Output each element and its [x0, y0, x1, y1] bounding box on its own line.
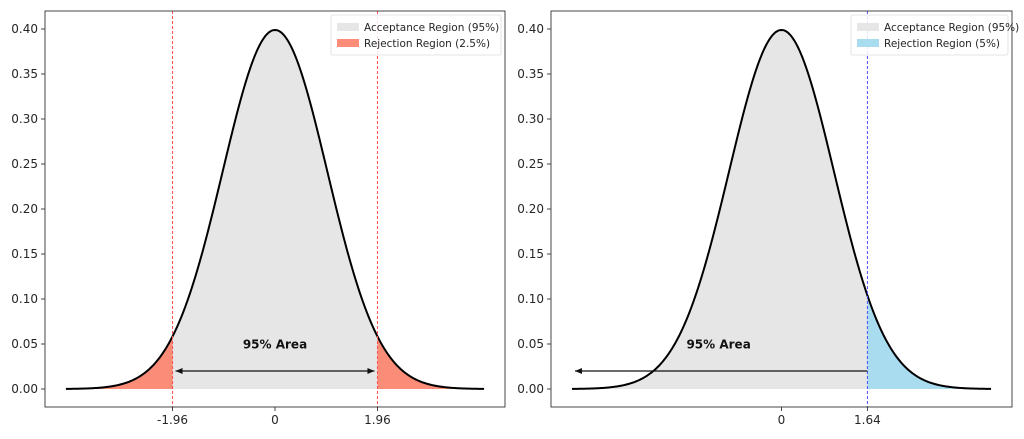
rejection-region-area-0 [867, 295, 992, 389]
arrowhead-icon [367, 368, 375, 374]
y-tick-label: 0.20 [517, 202, 544, 216]
left-chart-two-tailed: 95% Area 0.00 0.05 0.10 0.15 0.20 0.25 0.30 0.35… [11, 10, 506, 427]
right-chart-one-tailed: 95% Area 0.00 0.05 0.10 0.15 0.20 0.25 0.30 0.35… [517, 10, 1019, 427]
y-tick-label: 0.35 [11, 67, 38, 81]
legend-swatch [337, 23, 359, 31]
x-tick-label: 0 [778, 413, 786, 427]
legend-swatch [337, 39, 359, 47]
arrowhead-icon [574, 368, 582, 374]
y-tick-label: 0.40 [517, 22, 544, 36]
y-tick-label: 0.15 [11, 247, 38, 261]
pdf-curve [65, 28, 485, 390]
x-tick-label: 0 [271, 413, 279, 427]
legend-label: Acceptance Region (95%) [364, 22, 499, 34]
legend-label: Rejection Region (2.5%) [364, 38, 490, 50]
legend-label: Rejection Region (5%) [884, 38, 1000, 50]
y-tick-label: 0.30 [11, 112, 38, 126]
legend-swatch [857, 39, 879, 47]
y-tick-label: 0.40 [11, 22, 38, 36]
rejection-region-area-1 [377, 336, 485, 389]
x-tick-label: 1.64 [854, 413, 881, 427]
y-tick-label: 0.10 [11, 292, 38, 306]
x-tick-label: -1.96 [157, 413, 188, 427]
x-tick-label: 1.96 [364, 413, 391, 427]
legend: Acceptance Region (95%) Rejection Region … [850, 14, 1019, 56]
legend-box [850, 14, 1009, 56]
y-tick-label: 0.25 [11, 157, 38, 171]
y-tick-label: 0.05 [517, 337, 544, 351]
legend-swatch [857, 23, 879, 31]
legend-label: Acceptance Region (95%) [884, 22, 1019, 34]
y-tick-label: 0.05 [11, 337, 38, 351]
y-tick-label: 0.30 [517, 112, 544, 126]
legend: Acceptance Region (95%) Rejection Region … [330, 14, 502, 56]
rejection-region-area-0 [65, 336, 173, 389]
arrowhead-icon [175, 368, 183, 374]
y-tick-label: 0.25 [517, 157, 544, 171]
acceptance-region-area-0 [571, 29, 868, 390]
y-tick-label: 0.20 [11, 202, 38, 216]
legend-box [330, 14, 502, 56]
y-tick-label: 0.10 [517, 292, 544, 306]
annotation-text: 95% Area [686, 338, 750, 352]
pdf-curve [571, 28, 992, 390]
y-tick-label: 0.00 [517, 382, 544, 396]
y-tick-label: 0.00 [11, 382, 38, 396]
annotation-text: 95% Area [243, 338, 307, 352]
acceptance-region-area-0 [172, 29, 378, 389]
y-tick-label: 0.35 [517, 67, 544, 81]
y-tick-label: 0.15 [517, 247, 544, 261]
